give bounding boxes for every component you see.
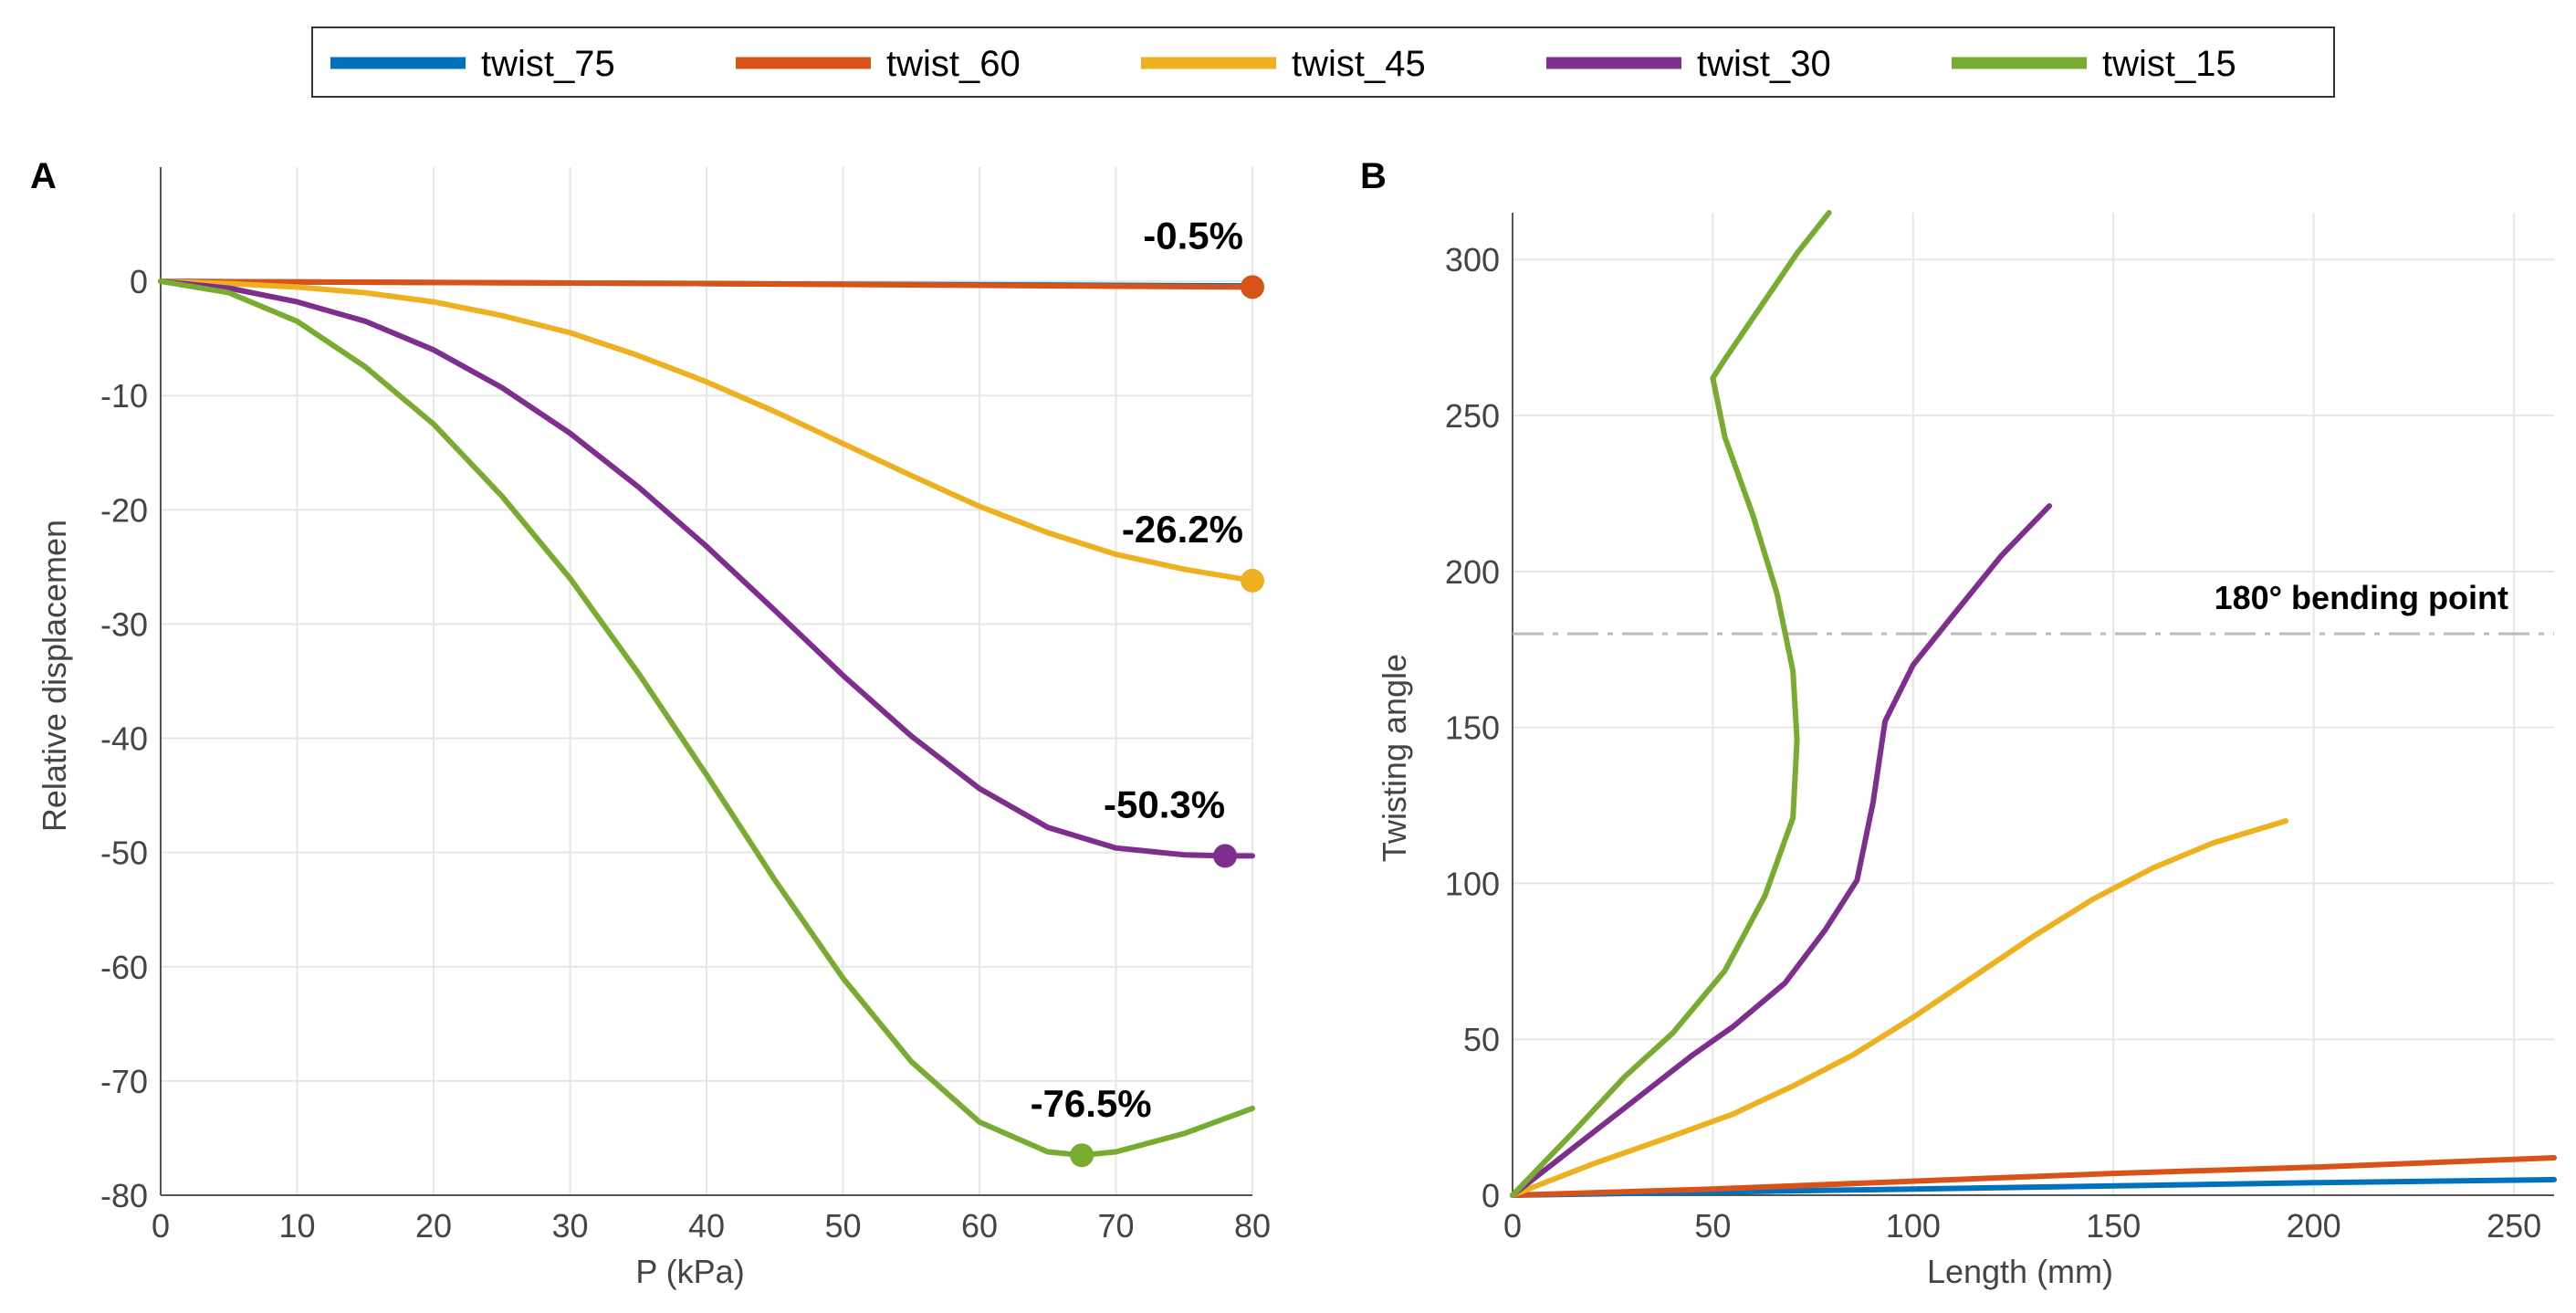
panel-a-endpoint-marker-twist-45 <box>1241 568 1264 593</box>
panel-a-endpoint-marker-twist-15 <box>1070 1143 1094 1168</box>
legend: twist_75 twist_60 twist_45 twist_30 twist_15 <box>311 26 2335 98</box>
panel-a-y-tick-label: -70 <box>100 1063 148 1100</box>
panel-b-reference-label: 180° bending point <box>2215 579 2508 616</box>
panel-a-y-tick-label: -30 <box>100 605 148 643</box>
panel-b-x-axis-title: Length (mm) <box>1927 1253 2113 1290</box>
panel-a-y-tick-label: -80 <box>100 1177 148 1214</box>
panel-a-y-axis-title: Relative displacemen <box>36 520 73 832</box>
panel-a-x-tick-label: 70 <box>1097 1207 1134 1245</box>
legend-label-twist-30: twist_30 <box>1697 44 1831 84</box>
panel-b-y-tick-label: 250 <box>1445 397 1500 435</box>
legend-label-twist-60: twist_60 <box>886 44 1021 84</box>
panel-b-x-tick-label: 150 <box>2086 1207 2141 1245</box>
panel-a-line-twist-30 <box>158 278 1255 859</box>
panel-a-y-tick-label: -10 <box>100 377 148 415</box>
panel-a-x-axis-title: P (kPa) <box>635 1253 744 1290</box>
panel-a-label: A <box>30 156 57 196</box>
panel-b-x-tick-label: 50 <box>1694 1207 1731 1245</box>
panel-b-y-tick-label: 0 <box>1482 1177 1500 1214</box>
panel-a-x-tick-label: 40 <box>688 1207 725 1245</box>
panel-a-y-tick-label: -40 <box>100 720 148 758</box>
panel-b-label: B <box>1360 156 1387 196</box>
panel-a-annotation-twist-60: -0.5% <box>1143 214 1243 257</box>
panel-a-y-tick-label: 0 <box>130 263 148 300</box>
panel-a-x-tick-label: 0 <box>152 1207 170 1245</box>
panel-a-line-twist-60 <box>158 278 1255 290</box>
panel-b-line-twist-30 <box>1510 503 2053 1198</box>
panel-b-y-tick-label: 300 <box>1445 241 1500 278</box>
panel-b-y-tick-label: 200 <box>1445 553 1500 591</box>
panel-b-y-tick-label: 50 <box>1463 1021 1500 1058</box>
panel-a-endpoint-marker-twist-30 <box>1213 844 1238 868</box>
panel-a-line-twist-45 <box>158 278 1255 583</box>
panel-b-x-tick-label: 200 <box>2287 1207 2341 1245</box>
panel-b-y-axis-title: Twisting angle <box>1376 654 1413 862</box>
panel-a-x-tick-label: 80 <box>1234 1207 1271 1245</box>
panel-b: B 0 50 100 150 200 250 0 50 100 150 200 250 300 180°… <box>1360 156 2557 1290</box>
panel-b-line-twist-45 <box>1510 818 2288 1198</box>
panel-a-y-tick-label: -20 <box>100 491 148 529</box>
panel-a-endpoint-marker-twist-60 <box>1241 275 1264 299</box>
panel-b-x-tick-label: 100 <box>1886 1207 1941 1245</box>
panel-a-x-tick-label: 30 <box>551 1207 588 1245</box>
panel-b-line-twist-15 <box>1510 210 1832 1198</box>
panel-a-x-tick-label: 10 <box>278 1207 315 1245</box>
panel-a-annotation-twist-30: -50.3% <box>1104 783 1225 825</box>
panel-b-x-tick-label: 0 <box>1503 1207 1522 1245</box>
legend-label-twist-15: twist_15 <box>2102 44 2236 84</box>
panel-b-line-twist-75 <box>1510 1176 2557 1198</box>
panel-a-x-tick-label: 50 <box>824 1207 861 1245</box>
panel-b-y-tick-label: 100 <box>1445 865 1500 902</box>
panel-a-x-tick-label: 20 <box>415 1207 452 1245</box>
panel-b-x-tick-label: 250 <box>2487 1207 2541 1245</box>
legend-label-twist-45: twist_45 <box>1292 44 1426 84</box>
panel-a: A 0 10 20 30 40 50 60 70 80 0 -10 -20 -30 -40 -50 -60 -7… <box>30 156 1271 1290</box>
panel-a-y-tick-label: -50 <box>100 835 148 872</box>
panel-a-annotation-twist-45: -26.2% <box>1122 508 1243 551</box>
panel-b-y-tick-label: 150 <box>1445 709 1500 747</box>
legend-label-twist-75: twist_75 <box>481 44 615 84</box>
panel-a-annotation-twist-15: -76.5% <box>1031 1082 1152 1125</box>
panel-a-x-tick-label: 60 <box>961 1207 998 1245</box>
panel-b-line-twist-60 <box>1510 1155 2557 1198</box>
panel-a-y-tick-label: -60 <box>100 949 148 986</box>
